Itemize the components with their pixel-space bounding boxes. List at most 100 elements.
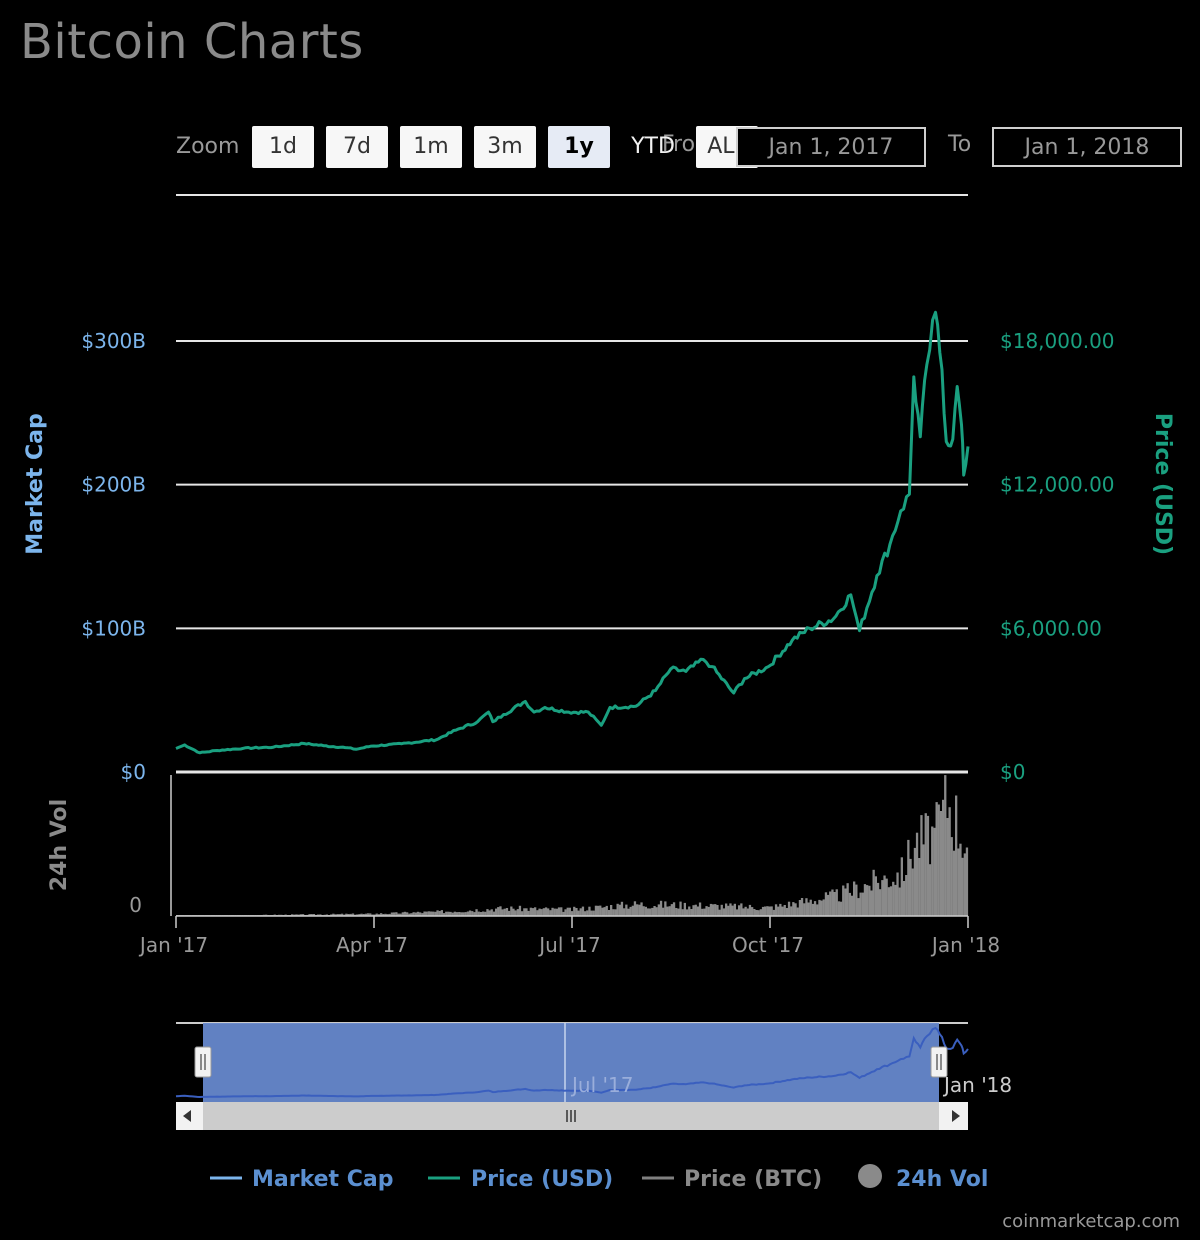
zoom-7d-button[interactable]: 7d xyxy=(326,126,388,168)
legend-item-price-btc[interactable]: Price (BTC) xyxy=(642,1167,822,1192)
volume-bar-300 xyxy=(827,894,830,916)
volume-bar-272 xyxy=(766,906,769,916)
to-date-input[interactable] xyxy=(992,127,1182,167)
legend-item-price-usd[interactable]: Price (USD) xyxy=(428,1167,613,1192)
x-tick-label-0: Jan '17 xyxy=(138,933,208,957)
volume-bar-200 xyxy=(610,905,613,916)
volume-bar-341 xyxy=(915,832,919,916)
navigator-tick-jul: Jul '17 xyxy=(570,1073,633,1097)
volume-bar-332 xyxy=(896,872,899,916)
legend-label-24h-vol: 24h Vol xyxy=(896,1167,988,1192)
volume-bar-75 xyxy=(338,914,341,916)
volume-bar-162 xyxy=(527,910,530,916)
volume-bar-358 xyxy=(952,850,956,916)
volume-bar-184 xyxy=(575,908,578,916)
volume-bar-124 xyxy=(445,911,448,916)
navigator-left-handle[interactable] xyxy=(194,1046,212,1078)
volume-bar-72 xyxy=(332,913,335,916)
volume-bar-334 xyxy=(900,857,903,916)
volume-bar-282 xyxy=(787,901,791,916)
scroll-right-arrow-icon[interactable] xyxy=(952,1110,960,1122)
volume-bar-145 xyxy=(490,909,493,916)
volume-bar-150 xyxy=(501,909,504,916)
volume-bar-168 xyxy=(540,909,543,916)
scroll-left-arrow-icon[interactable] xyxy=(183,1110,191,1122)
volume-bar-255 xyxy=(729,903,732,916)
volume-bar-142 xyxy=(484,911,487,916)
volume-bar-309 xyxy=(846,883,849,916)
volume-bar-236 xyxy=(688,906,691,916)
volume-bar-333 xyxy=(898,887,901,916)
volume-bar-225 xyxy=(664,901,667,916)
zoom-1m-button[interactable]: 1m xyxy=(400,126,462,168)
page-title: Bitcoin Charts xyxy=(20,14,364,70)
from-date-input[interactable] xyxy=(736,127,926,167)
zoom-ytd-button[interactable]: YTD xyxy=(622,126,684,168)
volume-bar-99 xyxy=(390,912,394,916)
volume-bar-244 xyxy=(705,906,708,916)
volume-bar-342 xyxy=(918,858,921,916)
volume-bar-152 xyxy=(505,908,509,916)
volume-bar-123 xyxy=(442,913,446,916)
volume-bar-179 xyxy=(564,909,567,916)
volume-axis-tick-0: 0 xyxy=(129,893,142,917)
volume-bar-257 xyxy=(733,903,736,916)
volume-bar-180 xyxy=(566,907,569,916)
volume-bar-227 xyxy=(668,906,671,916)
zoom-1y-button[interactable]: 1y xyxy=(548,126,610,168)
navigator[interactable]: Jul '17 Jan '18 xyxy=(175,1022,1012,1102)
volume-bar-177 xyxy=(560,907,563,916)
volume-bar-287 xyxy=(798,900,802,916)
volume-bar-89 xyxy=(369,913,372,916)
x-tick-label-1: Apr '17 xyxy=(336,933,408,957)
y-left-axis-title: Market Cap xyxy=(23,413,48,554)
volume-bar-221 xyxy=(655,907,658,916)
volume-bar-310 xyxy=(848,892,851,916)
navigator-selected-range[interactable] xyxy=(203,1023,939,1102)
volume-bar-58 xyxy=(301,914,305,916)
volume-bar-253 xyxy=(725,903,728,916)
y-left-tick-3: $300B xyxy=(81,329,146,353)
volume-bar-210 xyxy=(631,905,634,916)
credits-link[interactable]: coinmarketcap.com xyxy=(1002,1211,1180,1232)
volume-bar-324 xyxy=(879,889,882,916)
volume-bar-107 xyxy=(408,913,411,916)
volume-bar-163 xyxy=(529,907,532,916)
volume-bar-209 xyxy=(629,906,632,916)
volume-bar-314 xyxy=(857,898,860,916)
volume-bar-101 xyxy=(395,912,398,916)
volume-bar-327 xyxy=(885,878,888,916)
zoom-1d-button[interactable]: 1d xyxy=(252,126,314,168)
volume-bar-226 xyxy=(666,906,669,916)
volume-bar-165 xyxy=(534,907,537,916)
volume-bar-79 xyxy=(347,914,350,916)
volume-bar-109 xyxy=(412,912,415,916)
zoom-3m-button[interactable]: 3m xyxy=(474,126,536,168)
volume-bar-105 xyxy=(403,911,407,916)
volume-bar-106 xyxy=(406,912,409,916)
volume-bar-117 xyxy=(429,911,433,916)
volume-bar-199 xyxy=(607,910,611,916)
volume-bar-149 xyxy=(499,906,502,916)
scrollbar[interactable] xyxy=(176,1102,968,1130)
legend-item-24h-vol[interactable]: 24h Vol xyxy=(858,1164,988,1192)
volume-bar-267 xyxy=(755,910,758,916)
volume-bar-305 xyxy=(837,901,841,916)
volume-bar-136 xyxy=(471,911,474,916)
volume-bar-262 xyxy=(744,906,747,916)
volume-bar-102 xyxy=(397,913,400,916)
legend-item-market-cap[interactable]: Market Cap xyxy=(210,1167,393,1192)
volume-bar-223 xyxy=(659,900,663,916)
volume-bar-128 xyxy=(453,911,456,916)
volume-bar-198 xyxy=(605,905,608,916)
volume-bar-339 xyxy=(911,868,914,916)
navigator-right-handle[interactable] xyxy=(930,1046,948,1078)
volume-bar-350 xyxy=(935,802,938,916)
volume-bar-191 xyxy=(590,910,593,916)
volume-bar-247 xyxy=(712,904,715,916)
volume-bar-251 xyxy=(720,904,723,916)
volume-bar-281 xyxy=(785,908,788,916)
volume-bar-355 xyxy=(946,818,949,916)
volume-bar-96 xyxy=(384,913,387,916)
